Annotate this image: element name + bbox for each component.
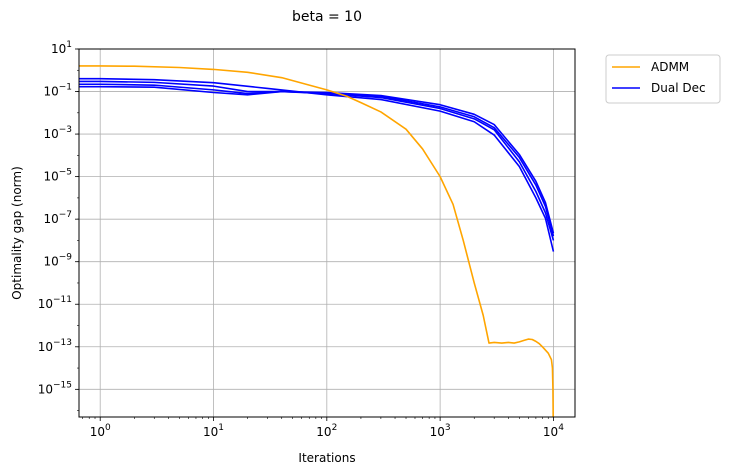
y-tick-label: 10−1 bbox=[43, 83, 72, 99]
y-tick-label: 10−5 bbox=[43, 168, 72, 184]
legend-label: Dual Dec bbox=[651, 81, 706, 95]
x-tick-label: 100 bbox=[90, 423, 111, 439]
y-tick-label: 10−9 bbox=[43, 253, 72, 269]
y-tick-label: 10−15 bbox=[38, 380, 72, 396]
x-tick-label: 103 bbox=[430, 423, 451, 439]
grid bbox=[79, 48, 575, 417]
plot-lines bbox=[79, 65, 555, 418]
x-axis-label: Iterations bbox=[298, 451, 355, 465]
y-axis-label: Optimality gap (norm) bbox=[10, 166, 24, 300]
y-tick-label: 10−13 bbox=[38, 338, 72, 354]
legend-label: ADMM bbox=[651, 60, 689, 74]
y-axis-ticks: 101 10−1 10−3 10−5 10−7 10−9 10−11 10−13 10−15 bbox=[38, 40, 79, 411]
series-line-admm bbox=[79, 65, 554, 418]
series-line-dual-dec bbox=[79, 83, 555, 237]
x-tick-label: 104 bbox=[543, 423, 564, 439]
y-tick-label: 10−7 bbox=[43, 210, 72, 226]
y-tick-label: 101 bbox=[51, 40, 72, 56]
x-tick-label: 101 bbox=[203, 423, 224, 439]
series-line-dual-dec bbox=[79, 80, 555, 241]
series-line-dual-dec bbox=[79, 77, 555, 252]
x-axis-ticks: 100 101 102 103 104 bbox=[82, 417, 564, 439]
legend: ADMM Dual Dec bbox=[605, 54, 721, 104]
x-tick-label: 102 bbox=[316, 423, 337, 439]
y-tick-label: 10−3 bbox=[43, 125, 72, 141]
chart-title: beta = 10 bbox=[292, 9, 362, 25]
y-tick-label: 10−11 bbox=[38, 295, 72, 311]
